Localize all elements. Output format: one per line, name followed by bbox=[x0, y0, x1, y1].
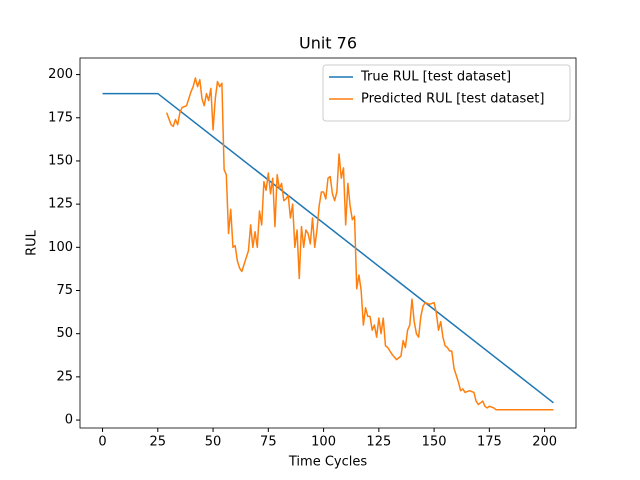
y-tick-label: 75 bbox=[56, 283, 73, 298]
x-tick-label: 200 bbox=[532, 435, 557, 450]
y-tick-label: 0 bbox=[65, 413, 73, 428]
y-tick-label: 50 bbox=[56, 326, 73, 341]
y-axis-label: RUL bbox=[25, 229, 40, 256]
plot-frame bbox=[79, 57, 577, 429]
x-tick-label: 25 bbox=[150, 435, 167, 450]
y-tick-label: 125 bbox=[48, 197, 73, 212]
x-tick-label: 100 bbox=[311, 435, 336, 450]
x-tick-label: 150 bbox=[422, 435, 447, 450]
legend-box bbox=[322, 64, 571, 122]
x-tick-label: 0 bbox=[98, 435, 106, 450]
data-line bbox=[165, 77, 554, 411]
y-tick-label: 200 bbox=[48, 67, 73, 82]
y-tick-label: 100 bbox=[48, 240, 73, 255]
y-tick-label: 175 bbox=[48, 110, 73, 125]
x-tick-label: 50 bbox=[205, 435, 222, 450]
y-tick-label: 150 bbox=[48, 153, 73, 168]
legend-label: Predicted RUL [test dataset] bbox=[361, 92, 544, 107]
chart-title: Unit 76 bbox=[299, 34, 357, 53]
y-tick-label: 25 bbox=[56, 369, 73, 384]
data-line bbox=[102, 92, 554, 404]
x-tick-label: 175 bbox=[477, 435, 502, 450]
x-tick-label: 75 bbox=[260, 435, 277, 450]
x-axis-label: Time Cycles bbox=[288, 455, 367, 470]
x-tick-label: 125 bbox=[366, 435, 391, 450]
legend-label: True RUL [test dataset] bbox=[360, 70, 511, 85]
